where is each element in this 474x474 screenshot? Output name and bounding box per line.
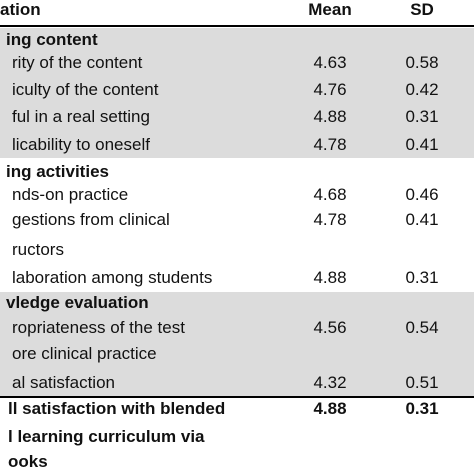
mean-value: 4.88: [313, 268, 347, 287]
header-sd: SD: [410, 0, 434, 19]
mean-value: 4.63: [313, 53, 347, 72]
sd-value: 0.46: [405, 185, 439, 204]
overall-mean: 4.88: [313, 399, 347, 418]
mean-value: 4.88: [313, 107, 347, 126]
sd-value: 0.41: [405, 135, 439, 154]
item-label: ructors: [12, 240, 64, 259]
section-title: ing activities: [6, 162, 109, 181]
item-label: ore clinical practice: [12, 344, 157, 363]
header-mean: Mean: [308, 0, 352, 19]
item-label: licability to oneself: [12, 135, 150, 154]
sd-value: 0.54: [405, 318, 439, 337]
item-label: gestions from clinical: [12, 210, 170, 229]
mean-value: 4.76: [313, 80, 347, 99]
sd-value: 0.31: [405, 268, 439, 287]
overall-label: l learning curriculum via: [8, 427, 205, 446]
overall-sd: 0.31: [405, 399, 439, 418]
shaded-band: [0, 292, 474, 397]
item-label: laboration among students: [12, 268, 213, 287]
item-label: iculty of the content: [12, 80, 159, 99]
mean-value: 4.68: [313, 185, 347, 204]
shaded-band: [0, 28, 474, 158]
mean-value: 4.32: [313, 373, 347, 392]
item-label: rity of the content: [12, 53, 143, 72]
sd-value: 0.42: [405, 80, 439, 99]
section-title: ing content: [6, 30, 98, 49]
mean-value: 4.56: [313, 318, 347, 337]
item-label: al satisfaction: [12, 373, 115, 392]
overall-label: ll satisfaction with blended: [8, 399, 226, 418]
sd-value: 0.58: [405, 53, 439, 72]
sd-value: 0.31: [405, 107, 439, 126]
mean-value: 4.78: [313, 135, 347, 154]
overall-label: ooks: [8, 452, 48, 471]
mean-value: 4.78: [313, 210, 347, 229]
rule: [0, 25, 474, 27]
item-label: ropriateness of the test: [12, 318, 185, 337]
item-label: nds-on practice: [12, 185, 129, 204]
rule: [0, 396, 474, 398]
item-label: ful in a real setting: [12, 107, 150, 126]
section-title: vledge evaluation: [6, 293, 149, 312]
sd-value: 0.41: [405, 210, 439, 229]
header-item: ation: [0, 0, 41, 19]
sd-value: 0.51: [405, 373, 439, 392]
